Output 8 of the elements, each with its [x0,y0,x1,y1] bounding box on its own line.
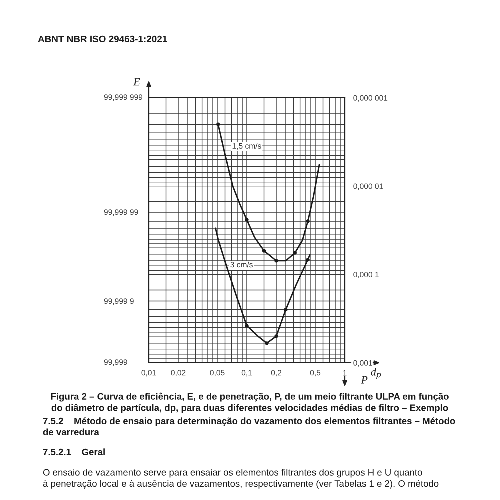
y-axis-title: P [361,376,368,384]
text: E [133,78,140,86]
text: Figura 2 – Curva de eficiência, E, e de penetração, P, de um meio filtrante ULPA em função do diâmetro de partícula, dp, para duas diferentes velocidades médias de filtro – Exemplo [51,392,449,414]
text: 7.5.2.1 Geral [43,448,105,456]
text: O ensaio de vazamento serve para ensaiar os elementos filtrantes dos grupos H e U quanto à penetração local e à ausência de vazamentos, respectivamente (ver Tabelas 1 e 2). O método [43,469,439,489]
text: 7.5.2 Método de ensaio para determinação do vazamento dos elementos filtrantes – Método de varredura [43,418,456,436]
text: ABNT NBR ISO 29463-1:2021 [38,36,168,43]
x-axis-title: d$_{p}$ [371,368,382,380]
